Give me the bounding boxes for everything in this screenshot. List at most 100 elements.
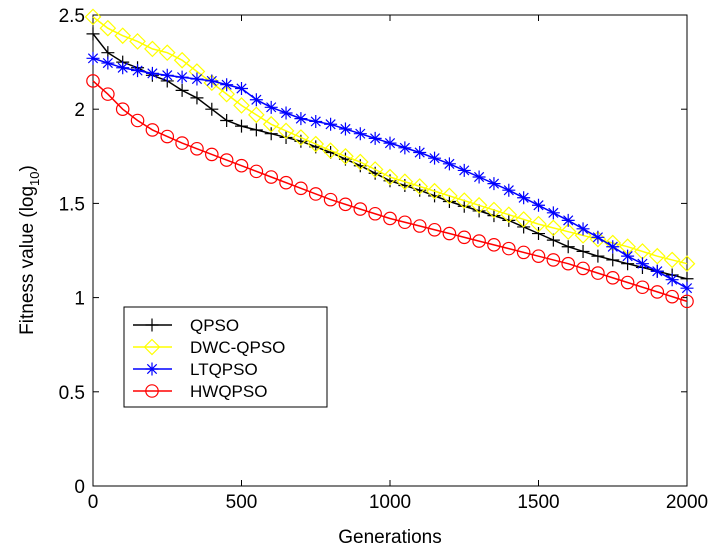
legend-label-dwc-qpso: DWC-QPSO [190, 338, 285, 357]
marker-ltqpso [517, 191, 531, 205]
marker-hwqpso [442, 226, 457, 241]
marker-hwqpso [427, 222, 442, 237]
marker-hwqpso [650, 285, 665, 299]
marker-ltqpso [546, 206, 560, 220]
marker-hwqpso [620, 275, 635, 290]
legend-marker-dwc-qpso [143, 338, 161, 356]
marker-dwc-qpso [663, 251, 681, 269]
marker-dwc-qpso [218, 85, 235, 103]
marker-ltqpso [487, 177, 501, 191]
marker-qpso [472, 204, 486, 218]
marker-qpso [175, 83, 189, 97]
marker-hwqpso [398, 215, 412, 230]
marker-hwqpso [472, 234, 486, 248]
marker-dwc-qpso [248, 106, 265, 124]
marker-hwqpso [234, 158, 249, 173]
marker-qpso [205, 102, 219, 116]
marker-hwqpso [160, 129, 175, 144]
marker-dwc-qpso [574, 227, 592, 244]
marker-qpso [561, 240, 575, 254]
y-tick-label: 2.5 [59, 6, 85, 27]
marker-hwqpso [338, 197, 353, 212]
marker-ltqpso [220, 78, 234, 92]
y-tick-label: 1.5 [59, 194, 85, 215]
x-tick-label: 2000 [666, 492, 708, 513]
marker-dwc-qpso [173, 51, 191, 69]
legend-marker-qpso [145, 318, 159, 332]
marker-hwqpso [501, 241, 516, 256]
marker-dwc-qpso [144, 40, 161, 58]
marker-ltqpso [249, 93, 263, 107]
marker-ltqpso [294, 112, 308, 126]
marker-dwc-qpso [485, 201, 503, 219]
axis-ticks [92, 14, 688, 487]
y-axis-label: Fitness value (log10) [17, 165, 42, 335]
marker-ltqpso [264, 100, 278, 114]
marker-ltqpso [442, 157, 456, 171]
legend-marker-hwqpso [145, 384, 159, 398]
marker-dwc-qpso [589, 230, 607, 248]
marker-hwqpso [86, 74, 100, 88]
marker-qpso [487, 209, 501, 223]
marker-ltqpso [650, 264, 664, 278]
marker-dwc-qpso [470, 196, 488, 214]
marker-dwc-qpso [648, 247, 666, 265]
marker-ltqpso [561, 213, 575, 227]
series-hwqpso [86, 74, 694, 309]
marker-dwc-qpso [441, 187, 458, 205]
x-tick-label: 1000 [369, 492, 411, 513]
y-axis-label-close: ) [17, 165, 38, 171]
marker-hwqpso [531, 249, 546, 263]
marker-ltqpso [116, 61, 130, 75]
marker-dwc-qpso [455, 192, 473, 209]
marker-dwc-qpso [129, 33, 146, 50]
marker-qpso [264, 127, 278, 141]
marker-ltqpso [131, 64, 145, 78]
marker-dwc-qpso [411, 178, 429, 195]
marker-ltqpso [606, 240, 620, 254]
x-axis-label: Generations [338, 527, 442, 548]
marker-dwc-qpso [99, 19, 117, 37]
marker-hwqpso [279, 175, 293, 190]
y-axis-label-subscript: 10 [27, 171, 42, 185]
marker-ltqpso [428, 151, 442, 165]
marker-dwc-qpso [307, 135, 325, 153]
marker-qpso [532, 227, 545, 241]
marker-dwc-qpso [277, 122, 295, 140]
legend-entry-qpso: QPSO [133, 316, 239, 335]
legend-label-qpso: QPSO [190, 316, 239, 335]
marker-ltqpso [145, 66, 159, 80]
marker-hwqpso [665, 289, 679, 304]
marker-dwc-qpso [366, 161, 384, 178]
legend-entry-ltqpso: LTQPSO [133, 360, 258, 379]
legend-entry-hwqpso: HWQPSO [133, 382, 267, 401]
marker-dwc-qpso [500, 206, 518, 224]
marker-dwc-qpso [559, 223, 577, 241]
series-dwc-qpso [84, 8, 696, 273]
marker-hwqpso [145, 123, 160, 137]
marker-hwqpso [130, 113, 145, 128]
marker-ltqpso [160, 68, 174, 82]
marker-qpso [457, 199, 471, 213]
marker-hwqpso [219, 153, 234, 167]
marker-ltqpso [665, 273, 679, 287]
marker-qpso [235, 119, 248, 133]
y-axis-label-main: Fitness value (log [17, 186, 38, 335]
series-ltqpso [86, 51, 694, 295]
marker-ltqpso [101, 56, 115, 70]
marker-hwqpso [383, 211, 397, 226]
marker-dwc-qpso [530, 215, 547, 233]
marker-ltqpso [576, 222, 590, 236]
marker-hwqpso [294, 181, 308, 196]
marker-hwqpso [249, 164, 264, 179]
y-tick-label: 2 [74, 100, 85, 121]
marker-hwqpso [101, 87, 115, 101]
marker-ltqpso [279, 106, 293, 120]
marker-hwqpso [576, 261, 590, 276]
marker-ltqpso [86, 51, 100, 65]
x-tick-label: 500 [226, 492, 258, 513]
marker-ltqpso [502, 183, 516, 197]
marker-hwqpso [115, 102, 130, 116]
marker-hwqpso [635, 280, 650, 295]
marker-dwc-qpso [678, 255, 696, 273]
